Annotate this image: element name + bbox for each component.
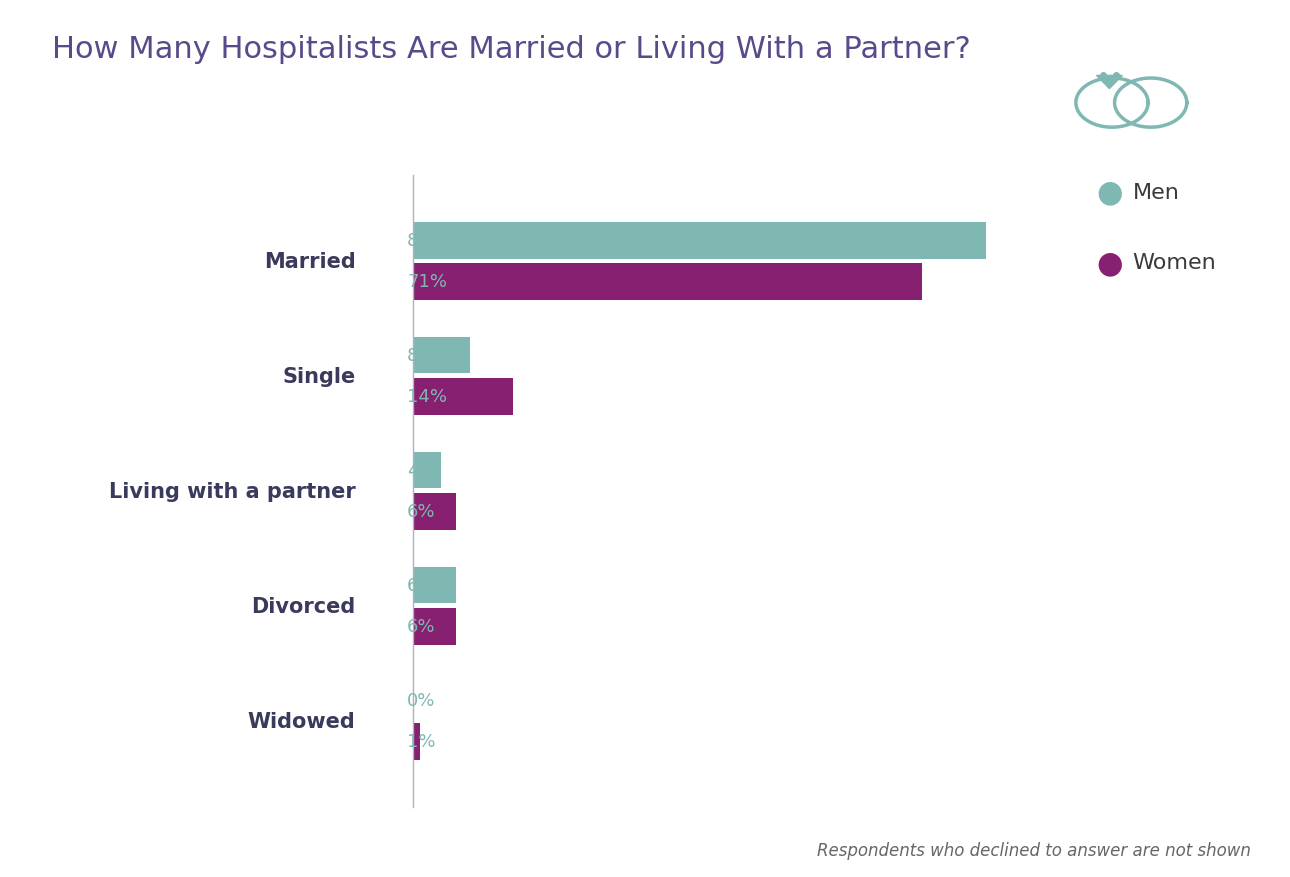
Text: 80%: 80% xyxy=(408,232,446,250)
Text: Married: Married xyxy=(263,252,356,272)
Text: 4%: 4% xyxy=(408,461,436,480)
Text: 8%: 8% xyxy=(408,346,436,365)
Text: Single: Single xyxy=(283,367,356,386)
Bar xyxy=(413,723,421,759)
Text: Living with a partner: Living with a partner xyxy=(108,481,356,501)
Bar xyxy=(413,494,455,531)
Text: ●: ● xyxy=(1096,248,1124,278)
Text: Divorced: Divorced xyxy=(252,596,356,616)
Bar xyxy=(413,379,513,416)
Bar xyxy=(413,223,986,260)
Text: 0%: 0% xyxy=(408,691,436,709)
Bar xyxy=(413,338,470,374)
Bar xyxy=(413,609,455,645)
Text: Women: Women xyxy=(1133,253,1216,273)
Text: 6%: 6% xyxy=(408,576,436,595)
Text: Widowed: Widowed xyxy=(248,710,356,731)
Text: How Many Hospitalists Are Married or Living With a Partner?: How Many Hospitalists Are Married or Liv… xyxy=(52,35,970,64)
Text: Men: Men xyxy=(1133,183,1179,203)
Polygon shape xyxy=(1096,76,1122,89)
Text: 6%: 6% xyxy=(408,617,436,636)
Bar xyxy=(413,452,441,488)
Bar xyxy=(413,264,921,301)
Text: 1%: 1% xyxy=(408,732,436,751)
Text: 6%: 6% xyxy=(408,503,436,521)
Bar xyxy=(413,567,455,603)
Text: 71%: 71% xyxy=(408,273,448,291)
Text: 14%: 14% xyxy=(408,388,448,406)
Text: Respondents who declined to answer are not shown: Respondents who declined to answer are n… xyxy=(818,841,1251,859)
Text: ●: ● xyxy=(1096,178,1124,208)
